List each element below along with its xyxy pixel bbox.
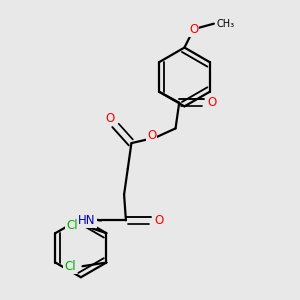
Text: O: O	[189, 23, 198, 36]
Text: Cl: Cl	[66, 219, 78, 232]
Text: O: O	[154, 214, 164, 227]
Text: O: O	[208, 96, 217, 109]
Text: O: O	[147, 129, 156, 142]
Text: HN: HN	[78, 214, 96, 227]
Text: CH₃: CH₃	[217, 19, 235, 29]
Text: O: O	[106, 112, 115, 125]
Text: Cl: Cl	[64, 260, 76, 273]
